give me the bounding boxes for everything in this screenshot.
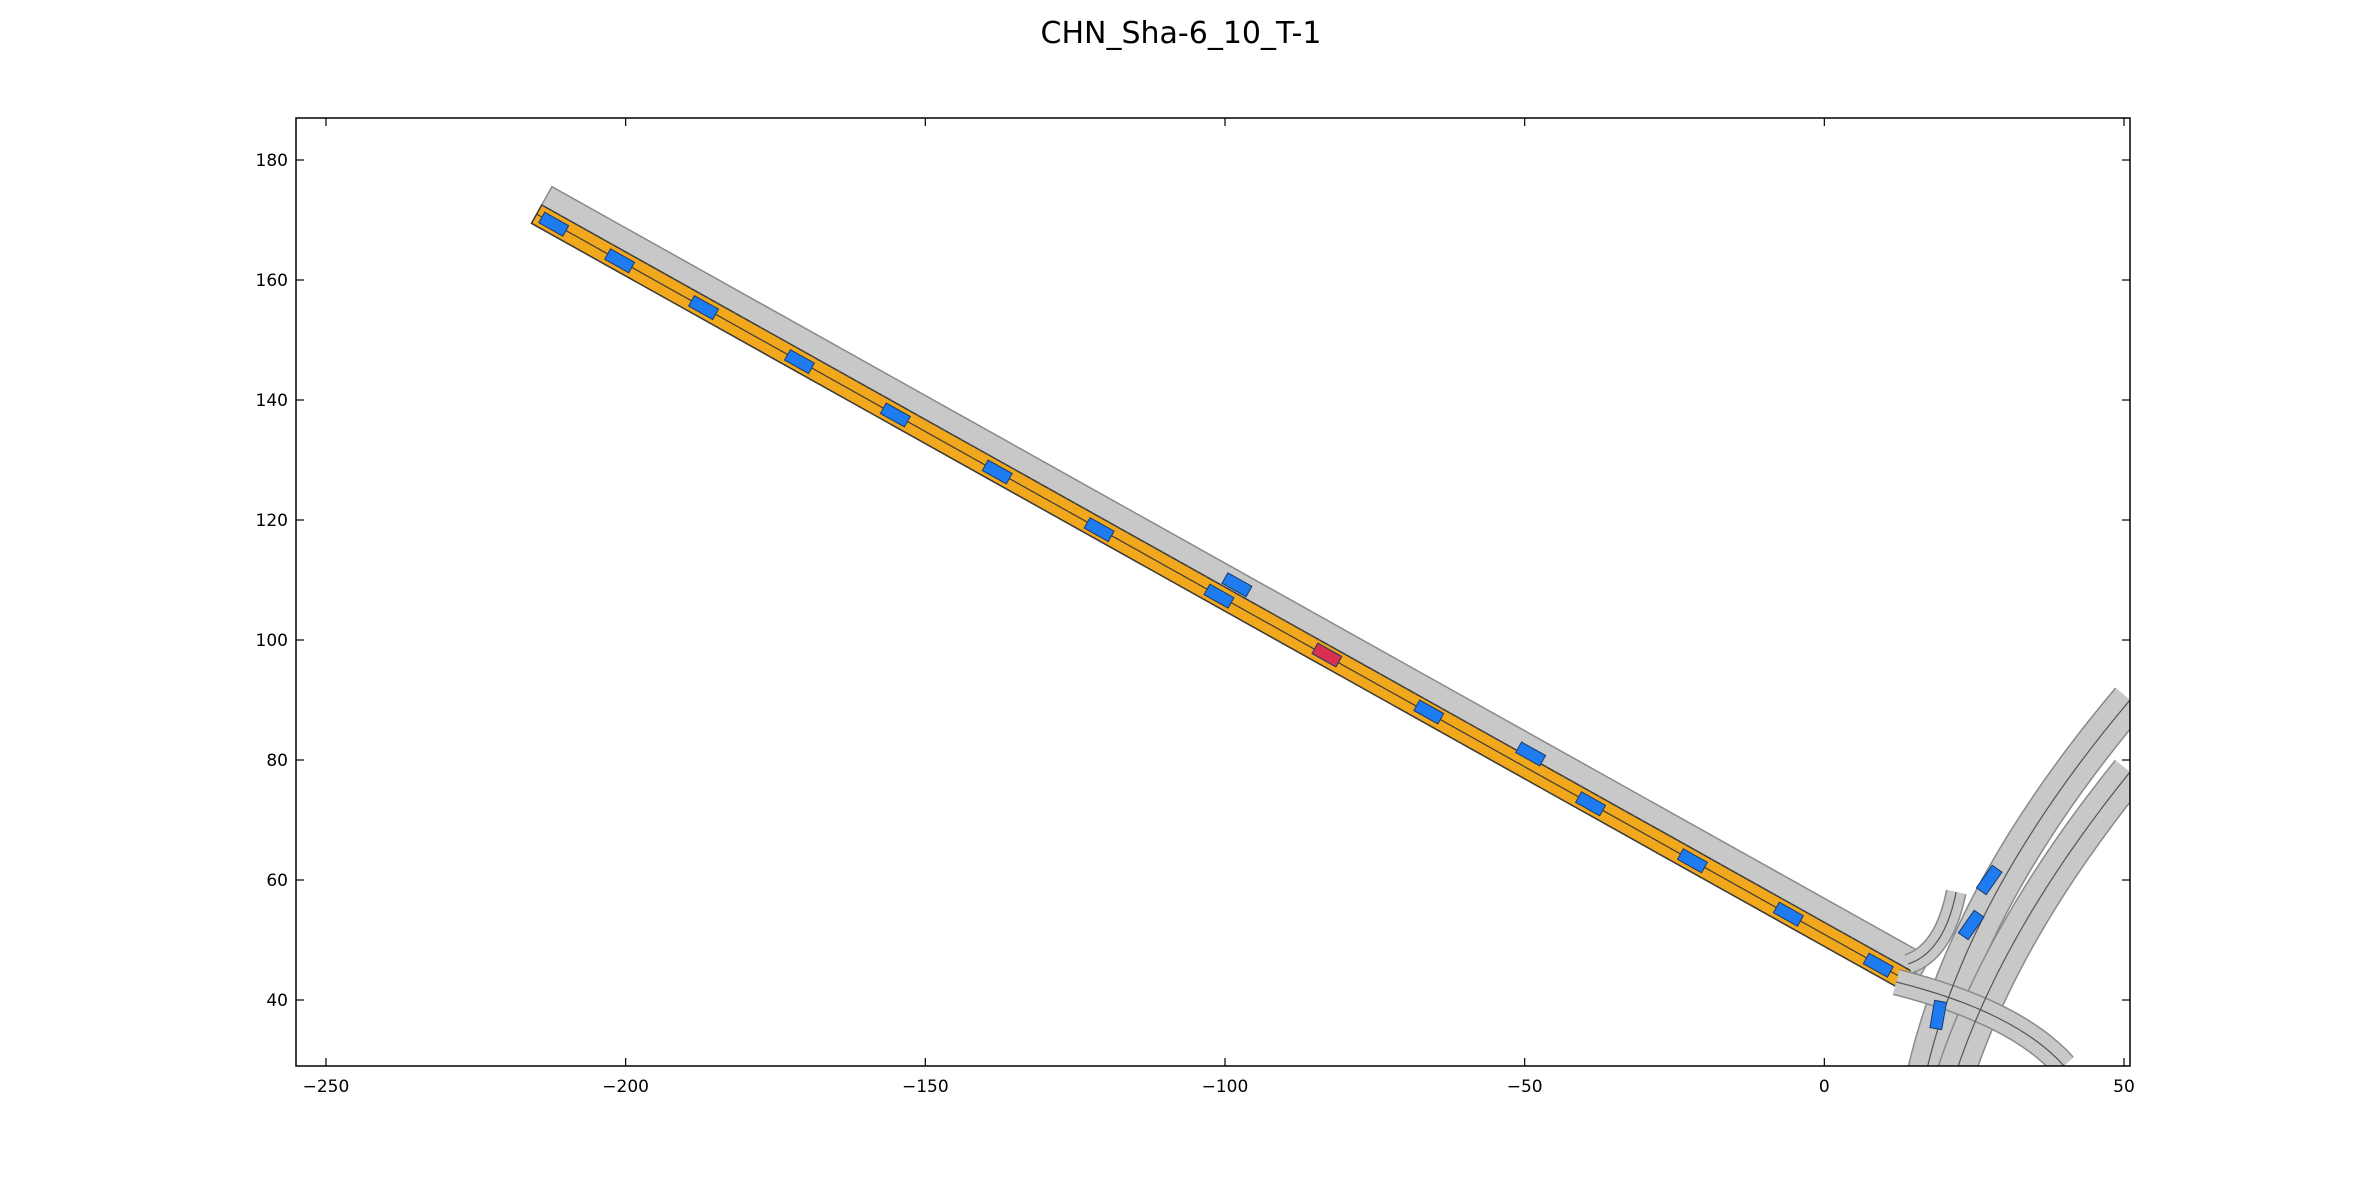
intersection-lane-line bbox=[1957, 771, 2130, 1066]
y-tick-label: 60 bbox=[266, 871, 288, 891]
other-vehicle bbox=[879, 402, 911, 428]
intersection-lane-line bbox=[1896, 981, 2065, 1066]
x-tick-label: −100 bbox=[1202, 1077, 1249, 1097]
other-vehicle bbox=[1957, 909, 1985, 941]
other-vehicle bbox=[1221, 572, 1253, 598]
intersection-lane-line bbox=[1908, 891, 1957, 965]
other-vehicle bbox=[1929, 999, 1948, 1031]
y-tick-label: 100 bbox=[256, 631, 288, 651]
x-tick-label: −150 bbox=[902, 1077, 949, 1097]
chart-title: CHN_Sha-6_10_T-1 bbox=[1040, 16, 1322, 51]
other-vehicle bbox=[1772, 901, 1805, 927]
other-vehicle bbox=[1515, 741, 1547, 767]
x-tick-label: −50 bbox=[1507, 1077, 1543, 1097]
other-vehicle bbox=[604, 248, 636, 274]
x-tick-label: 0 bbox=[1819, 1077, 1830, 1097]
y-tick-label: 160 bbox=[256, 271, 288, 291]
other-vehicle bbox=[1203, 583, 1235, 609]
y-tick-label: 120 bbox=[256, 511, 288, 531]
other-vehicle bbox=[1413, 699, 1445, 725]
y-tick-label: 40 bbox=[266, 991, 288, 1011]
axes-frame bbox=[295, 117, 2131, 1067]
other-vehicle bbox=[981, 459, 1013, 485]
y-tick-label: 80 bbox=[266, 751, 288, 771]
ego-vehicle bbox=[1311, 642, 1343, 668]
other-vehicle bbox=[687, 294, 720, 321]
x-tick-label: 50 bbox=[2113, 1077, 2135, 1097]
y-tick-label: 180 bbox=[256, 151, 288, 171]
other-vehicle bbox=[538, 211, 570, 237]
other-vehicle bbox=[1083, 516, 1115, 543]
other-vehicle bbox=[1862, 952, 1894, 978]
y-tick-label: 140 bbox=[256, 391, 288, 411]
x-tick-label: −200 bbox=[602, 1077, 649, 1097]
other-vehicle bbox=[1676, 848, 1709, 874]
other-vehicle bbox=[783, 348, 816, 375]
other-vehicle bbox=[1574, 791, 1607, 817]
other-vehicle bbox=[1975, 864, 2003, 896]
x-tick-label: −250 bbox=[303, 1077, 350, 1097]
